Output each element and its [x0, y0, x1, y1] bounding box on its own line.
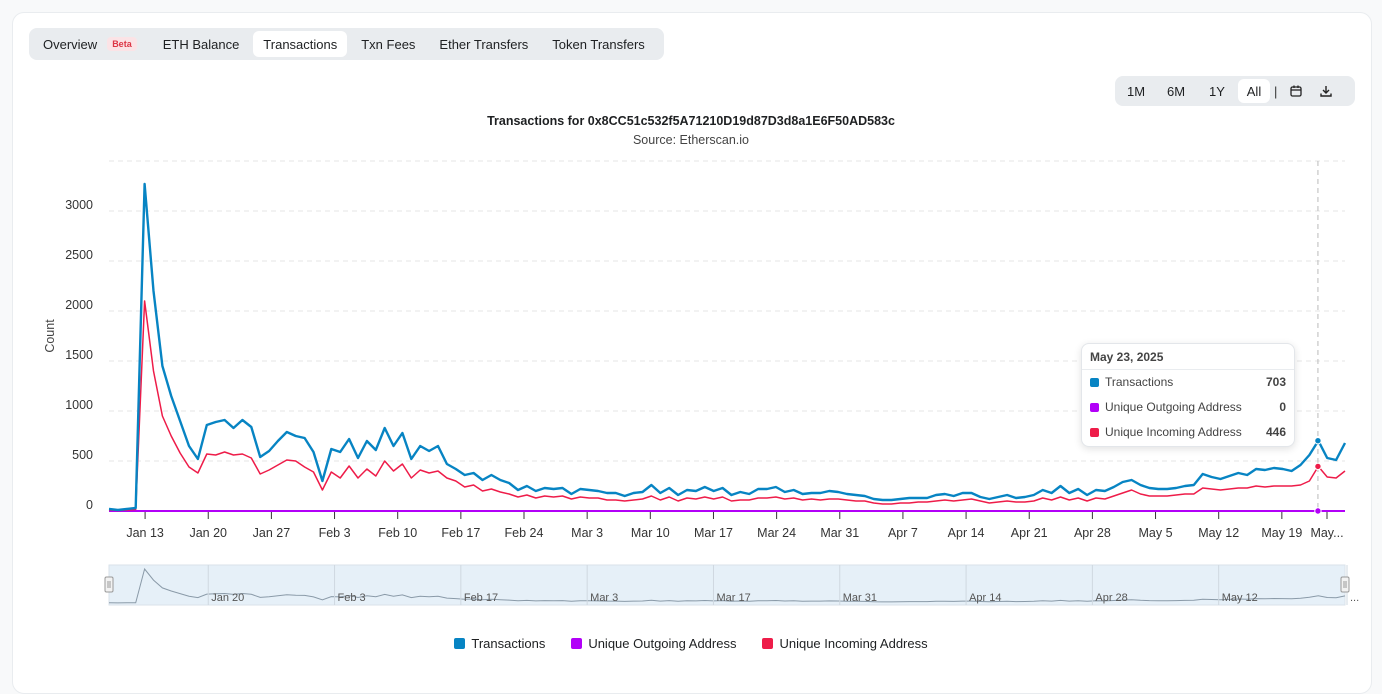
tooltip-divider: [1082, 369, 1294, 370]
range-separator: |: [1274, 83, 1278, 99]
range-1m-button[interactable]: 1M: [1126, 83, 1146, 99]
tab-ether-transfers-label: Ether Transfers: [439, 36, 529, 52]
tooltip-value: 703: [1265, 375, 1286, 389]
tooltip-label: Unique Outgoing Address: [1105, 400, 1242, 414]
tab-eth-balance[interactable]: ETH Balance: [153, 31, 250, 57]
chart-title: Transactions for 0x8CC51c532f5A71210D19d…: [487, 114, 895, 128]
tooltip-value: 0: [1279, 400, 1286, 414]
tab-transactions-label: Transactions: [263, 36, 338, 52]
tab-token-transfers[interactable]: Token Transfers: [542, 31, 655, 57]
tab-overview[interactable]: Overview Beta: [33, 31, 147, 57]
tooltip-label: Transactions: [1105, 375, 1174, 389]
tab-ether-transfers[interactable]: Ether Transfers: [429, 31, 538, 57]
legend-swatch-incoming: [762, 638, 774, 649]
range-all-button[interactable]: All: [1238, 79, 1270, 103]
tooltip-swatch-transactions: [1090, 377, 1099, 387]
tooltip-value: 446: [1265, 425, 1286, 439]
calendar-button[interactable]: [1281, 79, 1311, 103]
tab-txn-fees-label: Txn Fees: [361, 36, 416, 52]
tooltip-swatch-outgoing: [1090, 402, 1099, 412]
tooltip: May 23, 2025 Transactions 703 Unique Out…: [1081, 343, 1295, 447]
calendar-icon: [1290, 85, 1303, 97]
tooltip-swatch-incoming: [1090, 427, 1099, 437]
legend-item-incoming[interactable]: Unique Incoming Address: [762, 636, 928, 651]
range-1y-button[interactable]: 1Y: [1209, 83, 1225, 99]
legend-swatch-outgoing: [571, 638, 583, 649]
chart-subtitle: Source: Etherscan.io: [632, 133, 750, 147]
range-6m-button[interactable]: 6M: [1166, 83, 1186, 99]
tab-overview-label: Overview: [43, 36, 98, 52]
legend-swatch-transactions: [454, 638, 466, 649]
legend: Transactions Unique Outgoing Address Uni…: [0, 636, 1382, 651]
legend-label: Unique Outgoing Address: [588, 636, 737, 651]
beta-badge: Beta: [107, 37, 137, 51]
legend-label: Unique Incoming Address: [779, 636, 928, 651]
tooltip-row-outgoing: Unique Outgoing Address 0: [1090, 399, 1286, 415]
tooltip-date: May 23, 2025: [1090, 350, 1164, 364]
legend-label: Transactions: [471, 636, 546, 651]
legend-item-transactions[interactable]: Transactions: [454, 636, 545, 651]
download-icon: [1320, 86, 1333, 97]
tab-bar: Overview Beta ETH Balance Transactions Tx…: [29, 28, 664, 60]
range-selector: 1M 6M 1Y All |: [1115, 76, 1355, 106]
tab-txn-fees[interactable]: Txn Fees: [351, 31, 425, 57]
tooltip-row-incoming: Unique Incoming Address 446: [1090, 424, 1286, 440]
tab-token-transfers-label: Token Transfers: [552, 36, 645, 52]
tab-transactions[interactable]: Transactions: [253, 31, 348, 57]
tooltip-label: Unique Incoming Address: [1105, 425, 1242, 439]
legend-item-outgoing[interactable]: Unique Outgoing Address: [571, 636, 736, 651]
download-button[interactable]: [1311, 79, 1341, 103]
tooltip-row-transactions: Transactions 703: [1090, 374, 1286, 390]
tab-eth-balance-label: ETH Balance: [162, 36, 240, 52]
